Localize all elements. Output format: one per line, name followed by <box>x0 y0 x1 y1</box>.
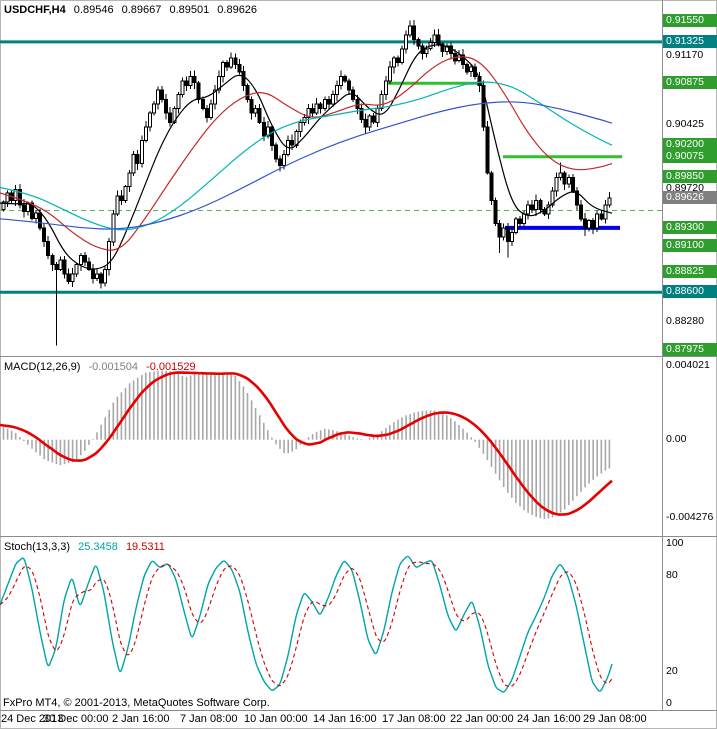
stoch-indicator-label: Stoch(13,3,3) <box>4 541 71 553</box>
ohlc-close-value: 0.89626 <box>217 4 258 16</box>
macd-title: MACD(12,26,9) -0.001504 -0.001529 <box>4 361 201 373</box>
ma-red-moving-average-line <box>0 56 613 251</box>
macd-indicator-label: MACD(12,26,9) <box>4 361 81 373</box>
price-label: 0.89850 <box>663 170 717 183</box>
macd-scale: 0.004021 0.00 -0.004276 <box>663 357 717 536</box>
price-label: 0.91550 <box>663 14 717 27</box>
price-label: 0.88825 <box>663 265 717 278</box>
time-label: 17 Jan 08:00 <box>382 713 446 725</box>
time-label: 7 Jan 08:00 <box>180 713 238 725</box>
stoch-axis-label: 100 <box>666 537 684 549</box>
panel-splitter-macd[interactable] <box>0 356 717 357</box>
price-label: 0.89100 <box>663 239 717 252</box>
price-label: 0.91170 <box>666 49 704 61</box>
time-scale[interactable]: 24 Dec 2013 30 Dec 00:00 2 Jan 16:00 7 Jan … <box>0 711 717 729</box>
price-scale[interactable]: 0.91550 0.91325 0.91170 0.90875 0.90425 0.902… <box>663 0 717 356</box>
stoch-layer <box>0 555 613 693</box>
chart-title: USDCHF,H4 0.89546 0.89667 0.89501 0.8962… <box>4 4 262 16</box>
time-label: 10 Jan 00:00 <box>244 713 308 725</box>
time-label: 30 Dec 00:00 <box>43 713 109 725</box>
macd-axis-label: 0.004021 <box>666 359 710 371</box>
time-label: 22 Jan 00:00 <box>450 713 514 725</box>
ohlc-open-value: 0.89546 <box>73 4 114 16</box>
price-label: 0.90875 <box>663 76 717 89</box>
stoch-title: Stoch(13,3,3) 25.3458 19.5311 <box>4 541 170 553</box>
stoch-axis-label: 0 <box>666 697 672 709</box>
ohlc-high-value: 0.89667 <box>121 4 162 16</box>
stoch-axis-label: 80 <box>666 569 678 581</box>
time-label: 24 Jan 16:00 <box>517 713 581 725</box>
macd-axis-label: -0.004276 <box>666 511 714 523</box>
price-label: 0.88600 <box>663 285 717 298</box>
price-label: 0.90075 <box>663 150 717 163</box>
stoch-main-value: 25.3458 <box>78 541 118 553</box>
time-label: 2 Jan 16:00 <box>112 713 170 725</box>
symbol-period-label: USDCHF,H4 <box>4 4 66 16</box>
macd-signal-value: -0.001529 <box>146 361 196 373</box>
stoch-main-line <box>0 555 613 693</box>
stoch-axis-label: 20 <box>666 665 678 677</box>
price-label: 0.87975 <box>663 343 717 356</box>
macd-signal-line <box>0 371 613 516</box>
price-level-grid <box>0 210 662 211</box>
time-label: 14 Jan 16:00 <box>313 713 377 725</box>
ma-black-moving-average-line <box>0 44 613 270</box>
time-label: 29 Jan 08:00 <box>583 713 647 725</box>
price-label: 0.90425 <box>666 118 704 130</box>
stoch-signal-line <box>0 561 613 688</box>
stoch-scale: 100 80 20 0 <box>663 537 717 710</box>
copyright-text: FxPro MT4, © 2001-2013, MetaQuotes Softw… <box>3 697 270 709</box>
ma-blue-moving-average-line <box>0 101 613 230</box>
stoch-signal-value: 19.5311 <box>125 541 165 553</box>
candlesticks <box>1 19 612 346</box>
macd-main-value: -0.001504 <box>88 361 139 373</box>
macd-axis-label: 0.00 <box>666 433 687 445</box>
price-label: 0.90200 <box>663 138 717 151</box>
time-axis-divider <box>0 710 717 711</box>
price-axis-divider <box>662 0 663 710</box>
time-label: 24 Dec 2013 <box>1 713 64 725</box>
price-label: 0.89300 <box>663 221 717 234</box>
ohlc-low-value: 0.89501 <box>169 4 210 16</box>
panel-splitter-stoch[interactable] <box>0 536 717 537</box>
macd-layer <box>0 370 613 520</box>
price-label: 0.89626 <box>663 191 717 204</box>
main-chart-layer <box>0 19 662 346</box>
price-label: 0.88280 <box>666 315 704 327</box>
price-label: 0.91325 <box>663 35 717 48</box>
